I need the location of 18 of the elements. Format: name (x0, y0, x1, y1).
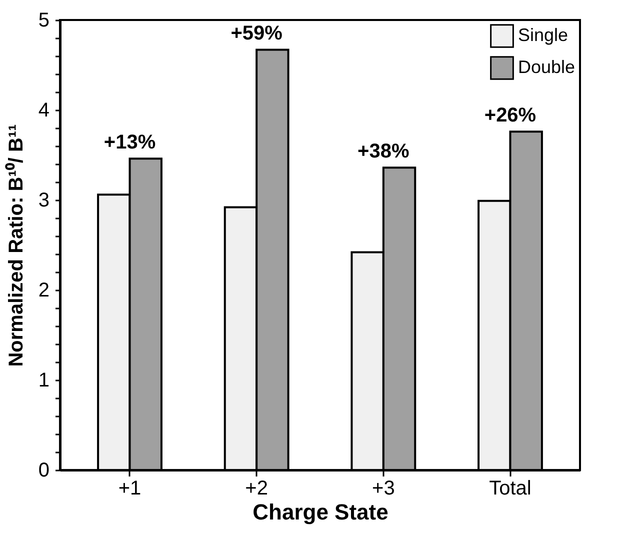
annotation: +13% (104, 132, 156, 154)
x-tick-label: Total (489, 478, 532, 500)
annotation: +59% (230, 22, 283, 45)
annotation: +38% (358, 140, 410, 163)
x-axis-title: Charge State (252, 500, 388, 524)
y-axis-title: Normalized Ratio: B¹⁰/ B¹¹ (4, 124, 28, 367)
legend-label: Single (518, 25, 568, 45)
annotation: +26% (484, 104, 536, 127)
x-tick-label: +3 (372, 478, 395, 500)
y-tick-label: 2 (38, 280, 50, 302)
x-tick-label: +1 (118, 478, 142, 500)
legend-label: Double (518, 57, 576, 77)
y-tick-label: 5 (38, 10, 50, 32)
y-tick-label: 1 (38, 370, 50, 392)
y-tick-label: 4 (38, 100, 50, 122)
y-tick-label: 3 (38, 190, 50, 212)
x-tick-label: +2 (245, 478, 268, 500)
y-tick-label: 0 (38, 460, 50, 482)
